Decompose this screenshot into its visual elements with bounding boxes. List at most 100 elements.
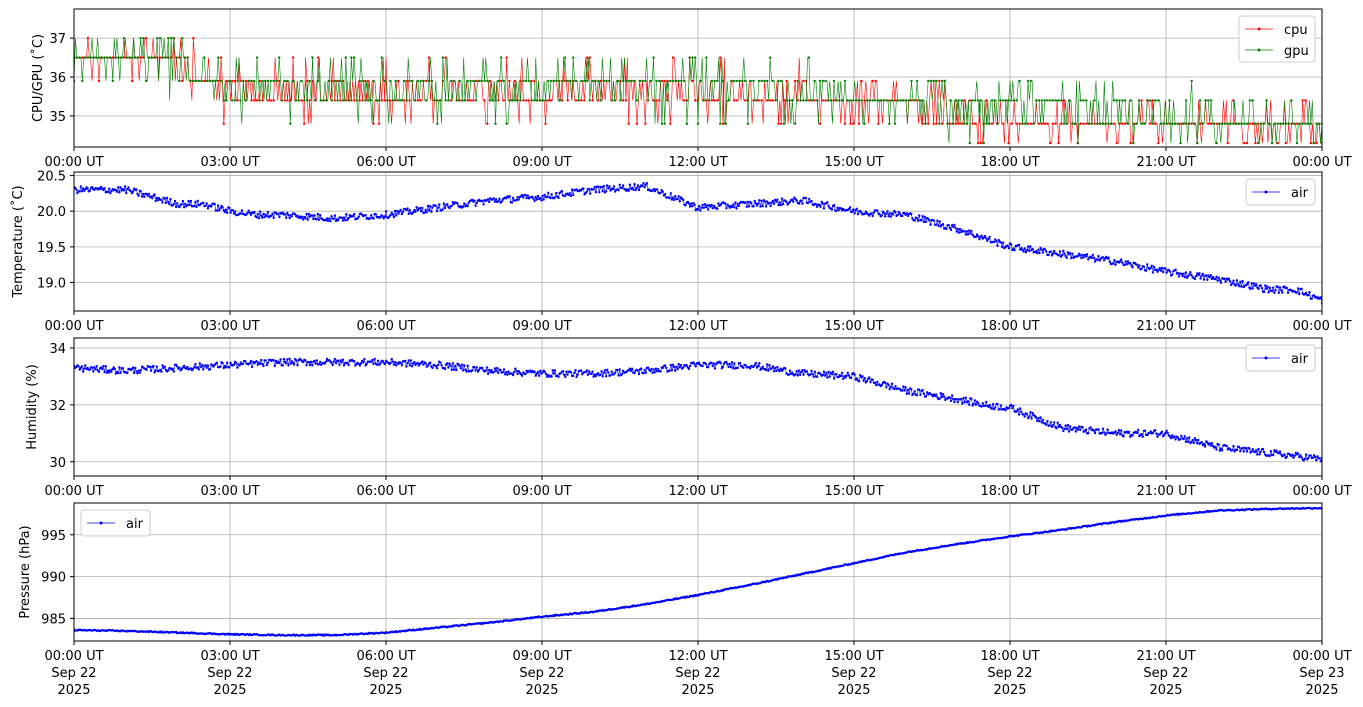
data-point [885, 212, 888, 215]
data-point [408, 79, 411, 83]
data-point [585, 79, 589, 83]
data-point [893, 99, 897, 102]
data-point [394, 99, 397, 102]
data-point [277, 212, 280, 215]
data-point [217, 56, 220, 59]
data-point [863, 377, 866, 380]
data-point [483, 99, 486, 102]
data-point [131, 366, 135, 369]
data-point [113, 367, 117, 371]
data-point [1279, 122, 1282, 125]
data-point [425, 79, 428, 83]
data-point [766, 200, 769, 203]
data-point [83, 56, 87, 59]
data-point [1200, 441, 1203, 444]
data-point [1207, 122, 1210, 125]
data-point [814, 203, 818, 206]
data-point [1076, 254, 1080, 258]
y-tick-label: 985 [41, 612, 66, 627]
data-point [535, 99, 539, 102]
data-point [926, 391, 929, 394]
data-point [1085, 99, 1088, 102]
data-point [1031, 247, 1034, 251]
data-point [110, 370, 113, 373]
data-point [467, 201, 470, 204]
data-point [98, 187, 102, 191]
data-point [657, 368, 660, 371]
data-point [1257, 141, 1260, 145]
data-point [1066, 423, 1070, 427]
data-point [1257, 287, 1260, 291]
data-point [458, 79, 461, 83]
legend-swatch-marker [1264, 190, 1268, 194]
data-point [804, 196, 807, 200]
data-point [223, 210, 227, 214]
data-point [1043, 122, 1046, 125]
data-point [1018, 79, 1021, 83]
data-point [1096, 258, 1099, 261]
data-point [1290, 122, 1293, 125]
data-point [366, 99, 370, 102]
data-point [534, 374, 537, 377]
data-point [114, 56, 117, 59]
data-point [661, 190, 664, 193]
data-point [337, 359, 340, 363]
data-point [1236, 283, 1240, 286]
data-point [1007, 247, 1011, 250]
data-point [882, 99, 885, 102]
x-tick-date-label: Sep 22 [51, 666, 96, 681]
data-point [1198, 99, 1202, 102]
data-point [960, 99, 963, 102]
data-point [341, 219, 345, 222]
data-point [1126, 122, 1130, 125]
data-point [835, 99, 838, 102]
data-point [608, 79, 611, 83]
data-point [688, 56, 691, 59]
data-point [848, 206, 852, 209]
data-point [877, 99, 880, 102]
data-point [527, 99, 530, 102]
data-point [292, 363, 296, 366]
data-point [1021, 122, 1024, 125]
data-point [240, 209, 244, 212]
data-point [1190, 79, 1193, 83]
data-point [772, 370, 776, 373]
data-point [290, 215, 293, 218]
data-point [1307, 294, 1310, 297]
data-point [281, 211, 284, 214]
x-tick-year-label: 2025 [525, 683, 558, 698]
data-point [890, 99, 894, 102]
data-point [1010, 122, 1013, 125]
data-point [102, 364, 105, 368]
data-point [119, 186, 122, 189]
x-tick-label: 12:00 UT [668, 649, 727, 664]
data-point [185, 367, 188, 370]
data-point [516, 372, 519, 376]
data-point [712, 362, 716, 365]
data-point [1234, 284, 1238, 287]
data-point [1151, 99, 1155, 102]
data-point [1129, 261, 1132, 265]
data-point [181, 79, 184, 83]
data-point [1113, 259, 1116, 262]
data-point [627, 122, 630, 125]
data-point [1045, 423, 1048, 426]
data-point [964, 396, 967, 399]
data-point [721, 365, 725, 368]
data-point [915, 394, 919, 397]
data-point [1029, 79, 1033, 83]
data-point [782, 122, 786, 125]
data-point [1106, 428, 1109, 431]
data-point [255, 56, 259, 59]
data-point [1265, 287, 1268, 290]
data-point [1314, 455, 1317, 459]
data-point [205, 79, 209, 83]
data-point [555, 79, 558, 83]
data-point [461, 99, 464, 102]
data-point [610, 370, 613, 373]
data-point [1097, 255, 1100, 258]
data-point [93, 366, 96, 369]
data-point [589, 192, 592, 195]
data-point [389, 79, 392, 83]
